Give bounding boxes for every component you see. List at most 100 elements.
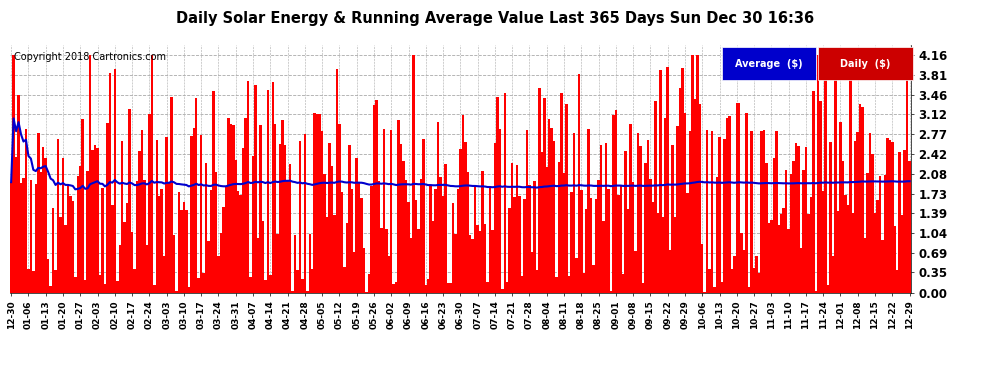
Bar: [456, 189, 459, 292]
Bar: [846, 205, 849, 292]
Bar: [516, 165, 519, 292]
Bar: [810, 197, 812, 292]
Bar: [324, 174, 326, 292]
Bar: [10, 182, 12, 292]
Bar: [42, 147, 45, 292]
Text: Daily  ($): Daily ($): [841, 58, 890, 69]
Bar: [212, 91, 215, 292]
Bar: [711, 131, 714, 292]
Bar: [642, 284, 644, 292]
Bar: [256, 238, 259, 292]
Bar: [772, 158, 775, 292]
Bar: [820, 101, 822, 292]
Bar: [81, 119, 84, 292]
Bar: [632, 182, 635, 292]
Bar: [627, 209, 630, 292]
Bar: [521, 276, 524, 292]
Bar: [27, 269, 30, 292]
Bar: [274, 124, 276, 292]
Bar: [741, 234, 742, 292]
Bar: [489, 187, 491, 292]
Bar: [155, 140, 158, 292]
Bar: [896, 270, 899, 292]
Bar: [501, 289, 504, 292]
Bar: [237, 191, 240, 292]
Bar: [792, 161, 795, 292]
Bar: [681, 68, 684, 292]
Bar: [484, 224, 486, 292]
Bar: [392, 284, 395, 292]
Bar: [261, 220, 264, 292]
Bar: [375, 100, 377, 292]
Bar: [20, 183, 22, 292]
Bar: [466, 171, 469, 292]
Bar: [471, 239, 474, 292]
Bar: [296, 270, 299, 292]
Bar: [679, 88, 681, 292]
Bar: [25, 129, 27, 292]
Bar: [661, 217, 664, 292]
Bar: [240, 195, 242, 292]
Bar: [550, 128, 552, 292]
Bar: [346, 224, 348, 292]
Bar: [420, 179, 422, 292]
Bar: [514, 197, 516, 292]
Bar: [51, 208, 54, 292]
Text: Copyright 2018 Cartronics.com: Copyright 2018 Cartronics.com: [15, 53, 166, 62]
Bar: [832, 256, 835, 292]
Bar: [760, 131, 762, 292]
Bar: [731, 269, 733, 292]
Bar: [635, 251, 637, 292]
Bar: [837, 211, 840, 292]
Bar: [207, 241, 210, 292]
Bar: [350, 189, 353, 292]
Bar: [545, 167, 548, 292]
Bar: [684, 113, 686, 292]
Bar: [570, 192, 572, 292]
Bar: [59, 217, 61, 292]
Bar: [909, 161, 911, 292]
Bar: [353, 252, 355, 292]
Bar: [400, 144, 402, 292]
Bar: [859, 104, 861, 292]
Bar: [99, 275, 101, 292]
Bar: [871, 154, 874, 292]
Bar: [425, 285, 427, 292]
Bar: [605, 143, 607, 292]
Bar: [721, 282, 724, 292]
Bar: [666, 66, 669, 292]
Bar: [407, 202, 410, 292]
Bar: [195, 98, 197, 292]
Bar: [54, 270, 56, 292]
Bar: [291, 291, 294, 292]
Bar: [76, 176, 79, 292]
Bar: [481, 171, 484, 292]
Bar: [91, 150, 94, 292]
Bar: [227, 118, 230, 292]
Bar: [849, 55, 851, 292]
Bar: [153, 285, 155, 292]
Bar: [321, 131, 324, 292]
Bar: [745, 113, 747, 292]
Bar: [336, 69, 339, 292]
Bar: [469, 235, 471, 292]
Bar: [562, 173, 565, 292]
Bar: [37, 133, 40, 292]
Bar: [232, 126, 235, 292]
Bar: [334, 215, 336, 292]
Bar: [372, 105, 375, 292]
Bar: [217, 256, 220, 292]
Bar: [183, 202, 185, 292]
Bar: [311, 269, 314, 292]
Bar: [165, 137, 168, 292]
Bar: [15, 157, 17, 292]
Bar: [101, 188, 104, 292]
Bar: [504, 93, 506, 292]
Bar: [499, 129, 501, 292]
Bar: [630, 124, 632, 292]
Bar: [319, 114, 321, 292]
Bar: [435, 189, 437, 292]
Bar: [869, 132, 871, 292]
Bar: [575, 258, 577, 292]
Bar: [856, 132, 859, 292]
